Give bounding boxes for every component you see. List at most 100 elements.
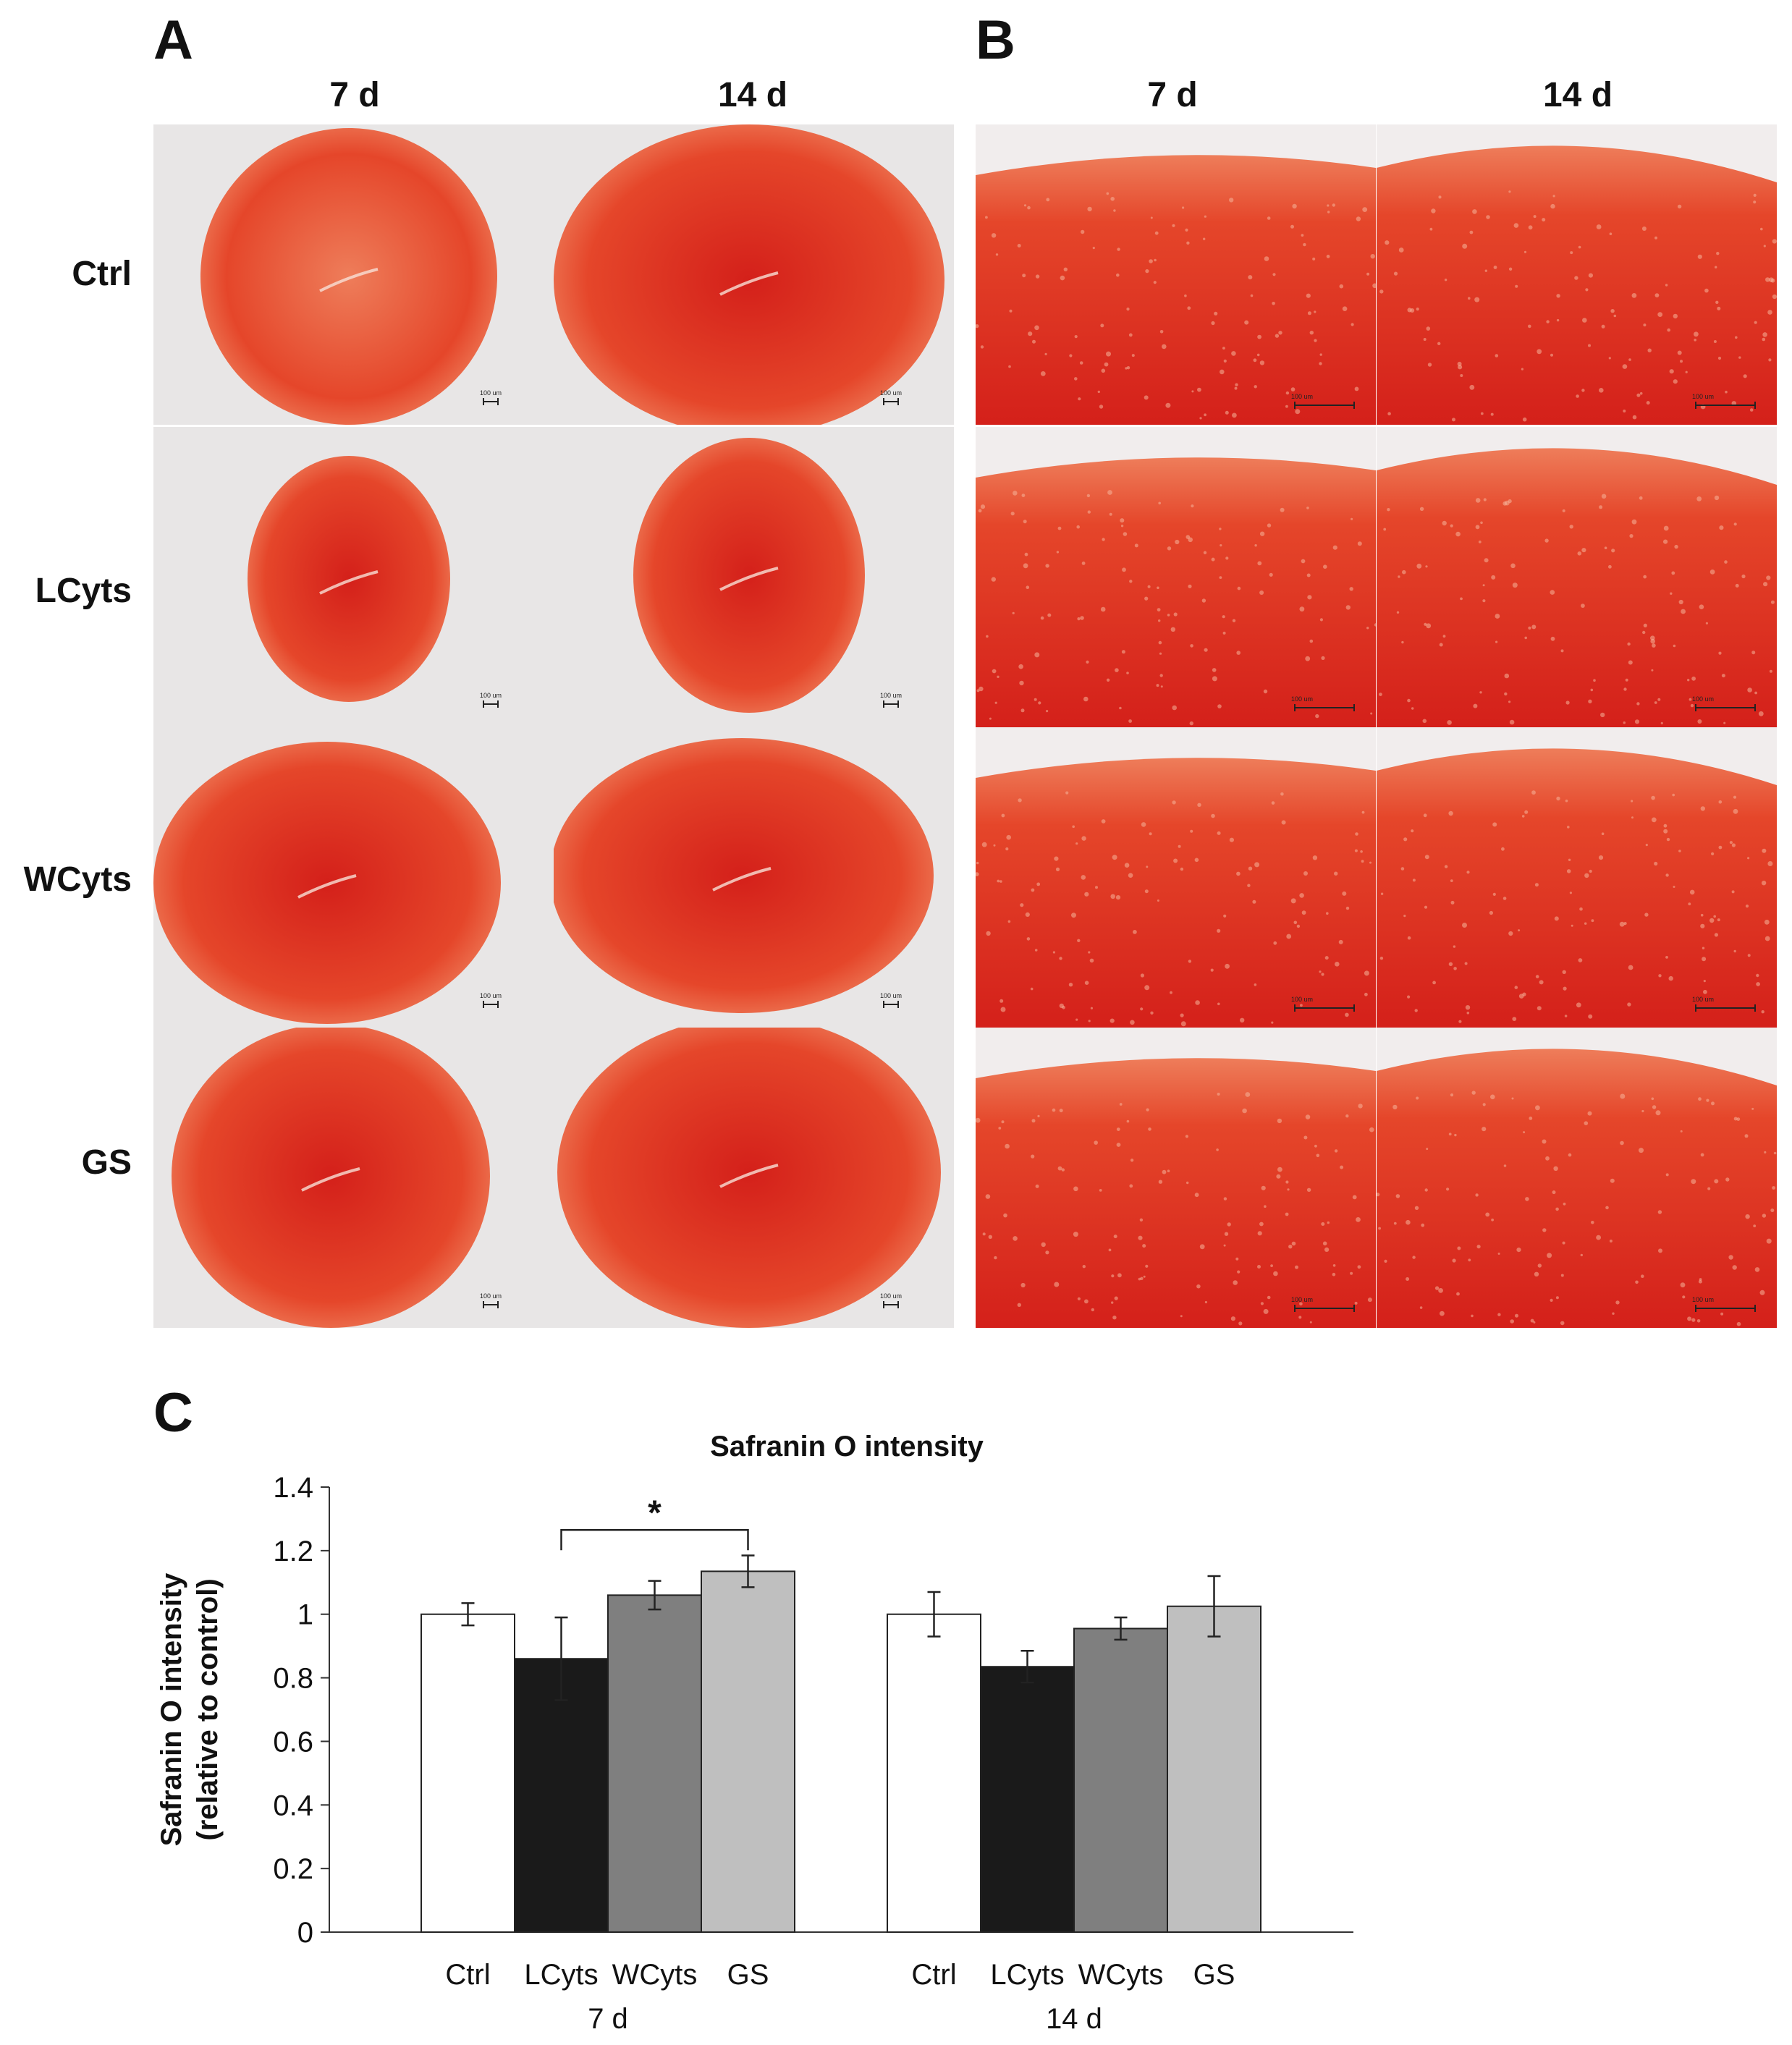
panel-a-ctrl-7d: 100 um [153,124,554,425]
panel-b-wcyts-7d: 100 um [976,727,1376,1028]
scale-bar-label: 100 um [880,389,903,397]
panel-label-a: A [153,9,193,71]
scale-bar-label: 100 um [880,692,903,699]
panel-a-wcyts-14d-figure [554,738,934,1013]
scale-bar [483,700,499,708]
y-tick-label: 0.8 [273,1663,313,1695]
x-tick-label: Ctrl [445,1959,490,1991]
scale-bar [1695,704,1756,711]
y-tick-label: 0 [297,1917,313,1949]
scale-bar-label: 100 um [480,992,502,999]
panel-label-c: C [153,1382,193,1444]
scale-bar [1695,1004,1756,1012]
y-axis-title-2: (relative to control) [192,1578,224,1840]
y-tick-label: 1.4 [273,1472,313,1504]
y-tick-label: 1 [297,1599,313,1631]
panel-b-ctrl-7d: 100 um [976,124,1376,425]
bar-wcyts-14d [1073,1627,1168,1934]
bar-wcyts-7d [607,1594,702,1934]
scale-bar-label: 100 um [880,1292,903,1300]
panel-a-ctrl-14d: 100 um [554,124,954,425]
panel-a-lcyts-14d: 100 um [554,427,954,727]
panel-label-b: B [976,9,1015,71]
panel-b-lcyts-7d: 100 um [976,427,1376,727]
panel-b-wcyts-14d-figure [1377,748,1777,1028]
scale-bar-label: 100 um [1291,1296,1314,1303]
x-tick-label: GS [1193,1959,1235,1991]
panel-b-col-14d: 14 d [1542,76,1613,114]
panel-a-lcyts-14d-figure [633,438,865,713]
x-tick-label: LCyts [990,1959,1064,1991]
panel-a-gs-14d-figure [557,1028,941,1328]
row-label-ctrl: Ctrl [72,255,132,293]
scale-bar [483,1301,499,1308]
scale-bar-label: 100 um [1692,695,1715,703]
panel-a-lcyts-7d: 100 um [153,427,554,727]
panel-b-lcyts-14d-figure [1377,448,1777,727]
scale-bar-label: 100 um [1692,996,1715,1003]
panel-b-gs-7d-figure [976,1058,1376,1328]
scale-bar-label: 100 um [480,1292,502,1300]
bar-gs-7d [701,1570,795,1933]
panel-b-ctrl-14d: 100 um [1377,124,1777,425]
scale-bar-label: 100 um [1291,996,1314,1003]
row-label-wcyts: WCyts [23,860,132,899]
scale-bar [883,1001,899,1008]
scale-bar [883,398,899,405]
panel-b-ctrl-7d-figure [976,155,1376,425]
x-group-label: 7 d [588,2003,628,2035]
x-tick-label: Ctrl [911,1959,956,1991]
panel-b-lcyts-14d: 100 um [1377,427,1777,727]
panel-a-wcyts-14d: 100 um [554,727,954,1028]
x-tick-label: WCyts [1078,1959,1164,1991]
panel-a-ctrl-7d-figure [200,128,497,425]
scale-bar-label: 100 um [1692,393,1715,400]
x-tick-label: WCyts [612,1959,698,1991]
scale-bar [1294,1305,1355,1312]
bar-gs-14d [1167,1605,1261,1934]
panel-b-wcyts-14d: 100 um [1377,727,1777,1028]
scale-bar-label: 100 um [1291,393,1314,400]
panel-a-col-7d: 7 d [329,76,380,114]
scale-bar-label: 100 um [1692,1296,1715,1303]
scale-bar [483,1001,499,1008]
panel-a-gs-14d: 100 um [554,1028,954,1328]
y-axis-title: Safranin O intensity [156,1572,187,1847]
x-group-label: 14 d [1046,2003,1102,2035]
significance-marker: * [648,1494,662,1532]
significance-bracket [560,1529,749,1551]
panel-b-gs-7d: 100 um [976,1028,1376,1328]
panel-a-lcyts-7d-figure [248,456,450,702]
x-tick-label: LCyts [524,1959,598,1991]
scale-bar [483,398,499,405]
scale-bar [1294,704,1355,711]
scale-bar [1695,1305,1756,1312]
panel-b-ctrl-14d-figure [1377,145,1777,425]
scale-bar-label: 100 um [480,389,502,397]
panel-b-col-7d: 7 d [1147,76,1198,114]
scale-bar-label: 100 um [880,992,903,999]
panel-a-gs-7d-figure [172,1028,490,1328]
panel-a-ctrl-14d-figure [554,124,944,425]
panel-b-wcyts-7d-figure [976,758,1376,1028]
panel-b-gs-14d-figure [1377,1049,1777,1328]
chart-title: Safranin O intensity [710,1431,984,1462]
scale-bar-label: 100 um [480,692,502,699]
y-tick-label: 0.6 [273,1726,313,1758]
scale-bar-label: 100 um [1291,695,1314,703]
bar-lcyts-14d [980,1666,1075,1934]
x-tick-label: GS [727,1959,769,1991]
panel-b-gs-14d: 100 um [1377,1028,1777,1328]
row-label-lcyts: LCyts [35,572,132,610]
panel-a-wcyts-7d: 100 um [153,727,554,1028]
y-tick-label: 1.2 [273,1536,313,1567]
panel-a-col-14d: 14 d [717,76,788,114]
panel-a-wcyts-7d-figure [153,742,501,1024]
panel-a-gs-7d: 100 um [153,1028,554,1328]
scale-bar [883,700,899,708]
scale-bar [1294,402,1355,409]
panel-b-lcyts-7d-figure [976,457,1376,727]
y-tick-label: 0.4 [273,1790,313,1821]
scale-bar [883,1301,899,1308]
bar-ctrl-7d [420,1613,515,1934]
